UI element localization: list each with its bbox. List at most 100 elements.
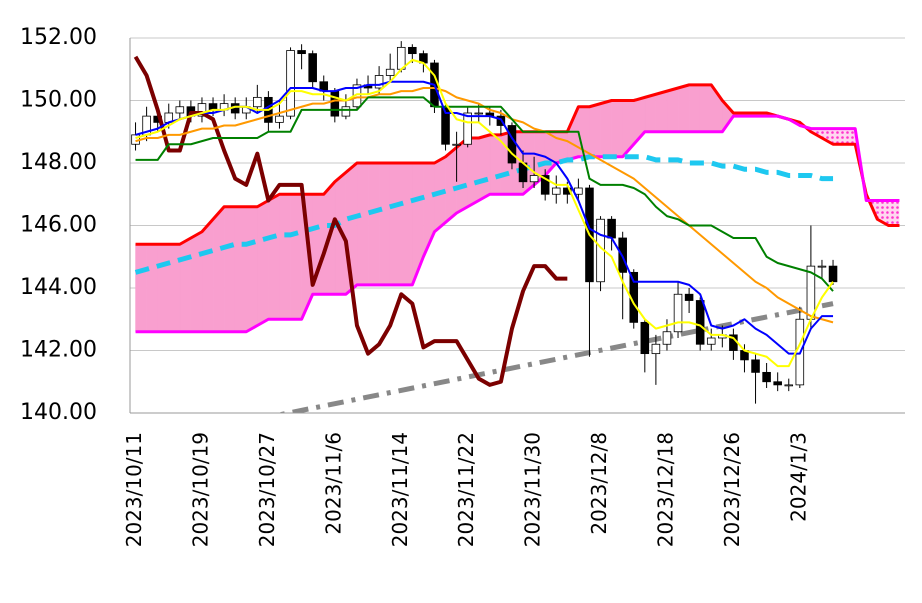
candle-body <box>385 68 395 76</box>
cloud-fill <box>655 90 668 132</box>
cloud-fill <box>699 84 712 132</box>
candle-body <box>197 103 207 117</box>
series-line <box>135 114 900 334</box>
trend-line <box>275 301 834 413</box>
cloud-fill <box>201 218 214 332</box>
candle-body <box>784 384 794 387</box>
series-line <box>135 58 834 368</box>
x-tick-label: 2023/12/26 <box>720 432 744 547</box>
cloud-fill <box>600 100 612 157</box>
candle-body <box>673 293 683 333</box>
y-tick-label: 142.00 <box>20 338 97 363</box>
candle-body <box>474 112 484 115</box>
cloud-fill <box>445 146 457 223</box>
cloud-fill <box>467 137 479 208</box>
candle-body <box>308 53 317 83</box>
series-line <box>133 55 568 387</box>
candle-body <box>773 381 782 386</box>
cloud-fill <box>223 206 236 332</box>
cloud-fill <box>688 84 701 132</box>
candle-body <box>297 50 306 55</box>
candle-body <box>452 143 461 146</box>
x-tick-label: 2023/11/14 <box>388 432 412 547</box>
cloud-fill <box>257 200 269 326</box>
cloud-fill <box>168 244 181 332</box>
candle-body <box>341 106 351 117</box>
x-tick-label: 2023/12/18 <box>653 432 677 547</box>
candle-body <box>286 50 295 117</box>
y-tick-label: 148.00 <box>20 150 97 175</box>
candle-body <box>463 112 472 145</box>
cloud-fill <box>589 103 601 157</box>
y-tick-label: 152.00 <box>20 25 97 50</box>
series-line <box>134 154 834 275</box>
candle-body <box>175 106 185 114</box>
candle-body <box>684 293 694 301</box>
cloud-fill <box>246 206 258 333</box>
cloud-fill <box>844 128 856 145</box>
candle-body <box>828 265 838 283</box>
cloud-fill <box>179 237 192 332</box>
axes <box>129 38 905 414</box>
x-tick-label: 2023/10/27 <box>255 432 279 547</box>
candle-body <box>762 371 771 383</box>
cloud-fill <box>666 87 679 132</box>
candle-body <box>662 331 672 345</box>
cloud-fill <box>378 162 391 286</box>
series-line <box>135 96 834 292</box>
candle-body <box>751 359 760 373</box>
cloud-fill <box>611 100 623 157</box>
cloud-fill <box>833 128 845 145</box>
candle-body <box>374 75 384 89</box>
cloud-fill <box>644 93 657 132</box>
candle-body <box>529 175 539 183</box>
candle-body <box>330 90 340 117</box>
cloud-fill <box>135 244 147 332</box>
candle-body <box>695 300 705 345</box>
cloud-fill <box>567 106 579 161</box>
cloud-fill <box>356 162 369 286</box>
candle-body <box>563 187 572 195</box>
x-tick-label: 2023/11/6 <box>321 432 345 535</box>
cloud-fill <box>279 194 291 320</box>
candle-body <box>651 343 661 355</box>
cloud-fill <box>401 162 413 286</box>
candle-body <box>551 187 561 195</box>
y-tick-label: 150.00 <box>20 88 97 113</box>
cloud-fill <box>389 162 402 286</box>
candle-body <box>540 175 550 195</box>
y-tick-label: 140.00 <box>20 400 97 425</box>
x-tick-label: 2023/12/8 <box>587 432 611 535</box>
cloud-fill <box>146 244 158 332</box>
cloud-fill <box>234 206 247 332</box>
cloud-fill <box>478 134 491 201</box>
y-tick-label: 144.00 <box>20 275 97 300</box>
cloud-fill <box>290 194 302 320</box>
x-tick-label: 2023/10/11 <box>122 432 146 547</box>
cloud-fill <box>367 162 380 286</box>
x-tick-label: 2023/10/19 <box>188 432 212 547</box>
cloud-fill <box>821 128 834 145</box>
series-line <box>135 80 834 355</box>
x-tick-label: 2023/11/22 <box>454 432 478 547</box>
cloud-fill <box>212 206 225 332</box>
candle-body <box>275 115 284 123</box>
cloud-fill <box>456 137 468 214</box>
candle-body <box>253 96 262 108</box>
cloud-fill <box>677 84 690 132</box>
candle-body <box>507 125 517 164</box>
x-tick-label: 2024/1/3 <box>786 432 810 522</box>
x-tick-label: 2023/11/30 <box>521 432 545 547</box>
cloud-fill <box>888 200 900 226</box>
candle-body <box>817 265 827 268</box>
cloud-fill <box>268 193 280 320</box>
cloud-fill <box>190 231 203 332</box>
y-tick-label: 146.00 <box>20 213 97 238</box>
candle-body <box>706 337 716 345</box>
candle-body <box>607 218 616 239</box>
plot-area <box>131 41 900 413</box>
cloud-fill <box>489 134 502 195</box>
cloud-fill <box>412 162 424 285</box>
series-line <box>135 83 900 246</box>
